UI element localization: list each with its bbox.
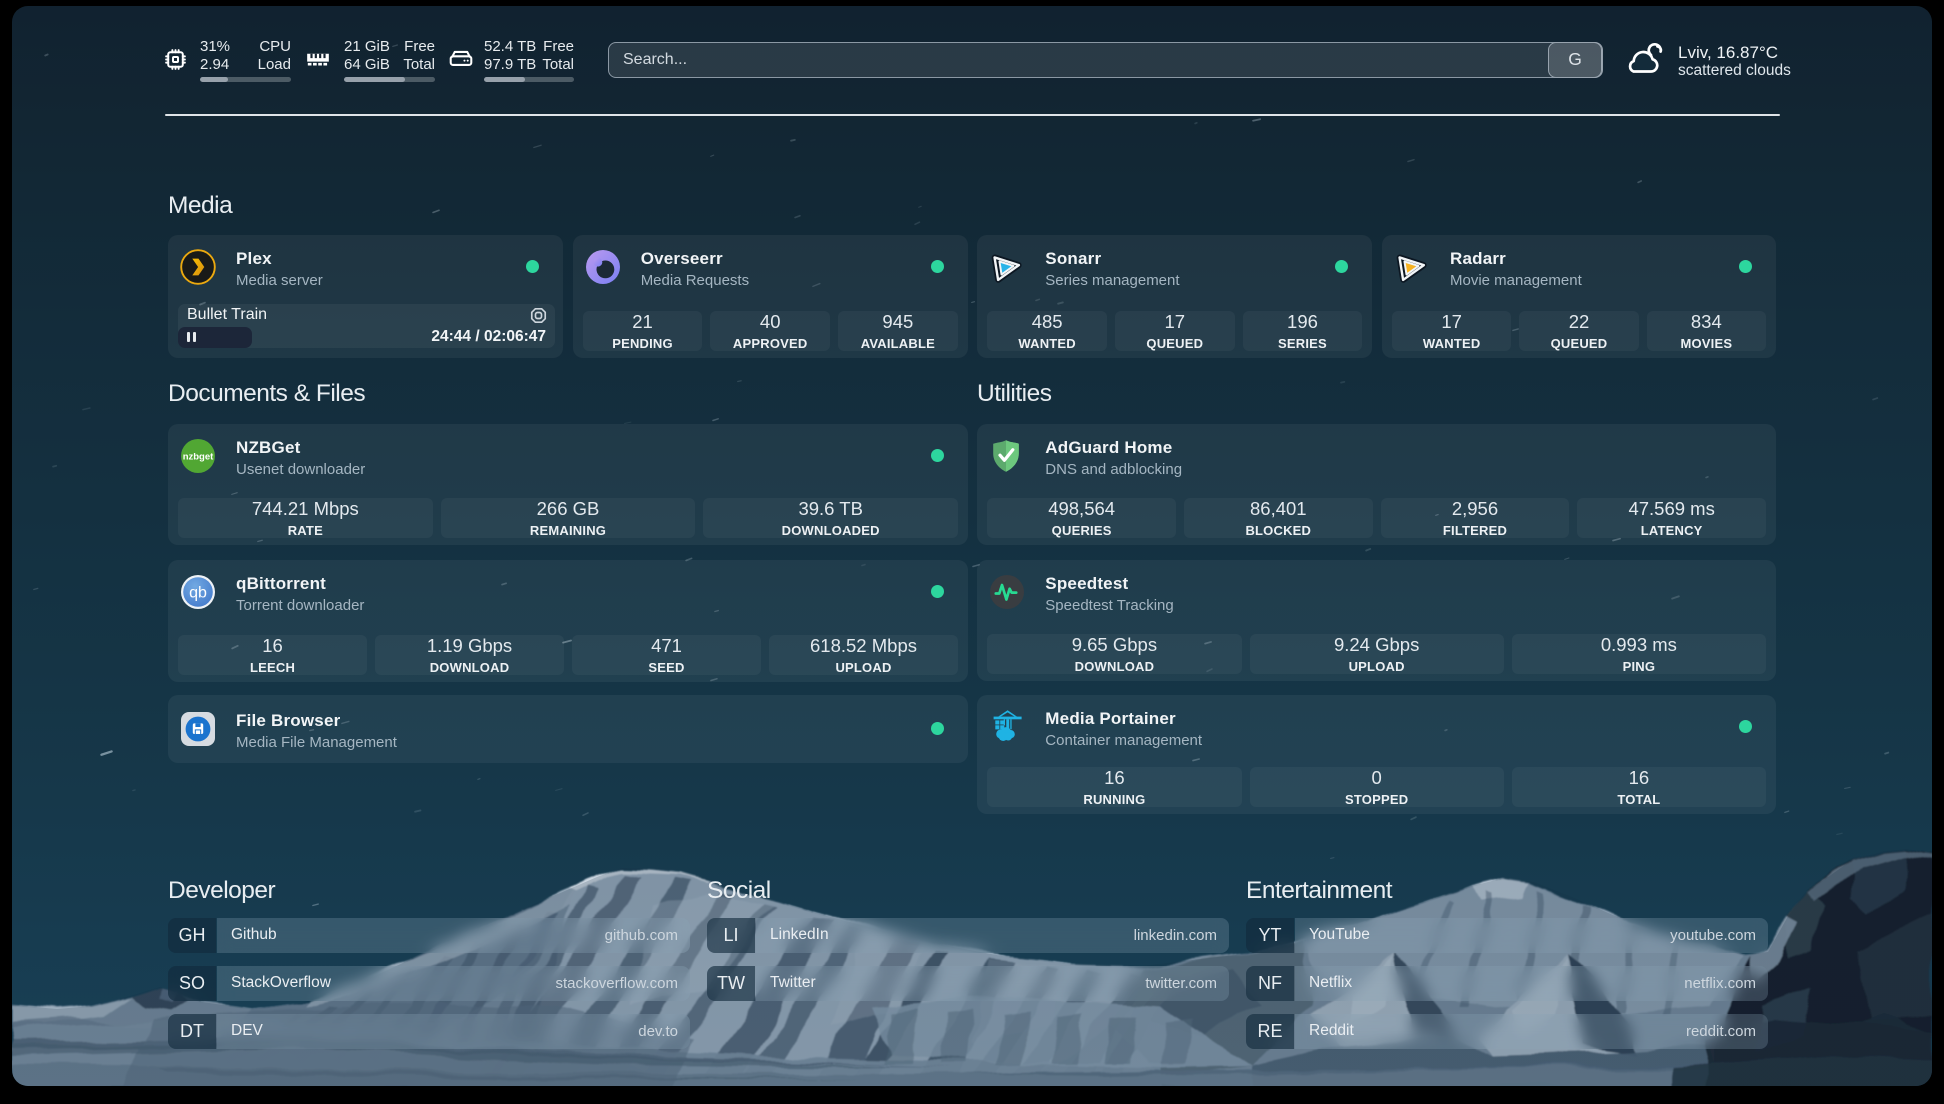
svg-text:nzbget: nzbget [183, 452, 214, 463]
svg-text:qb: qb [189, 585, 207, 602]
